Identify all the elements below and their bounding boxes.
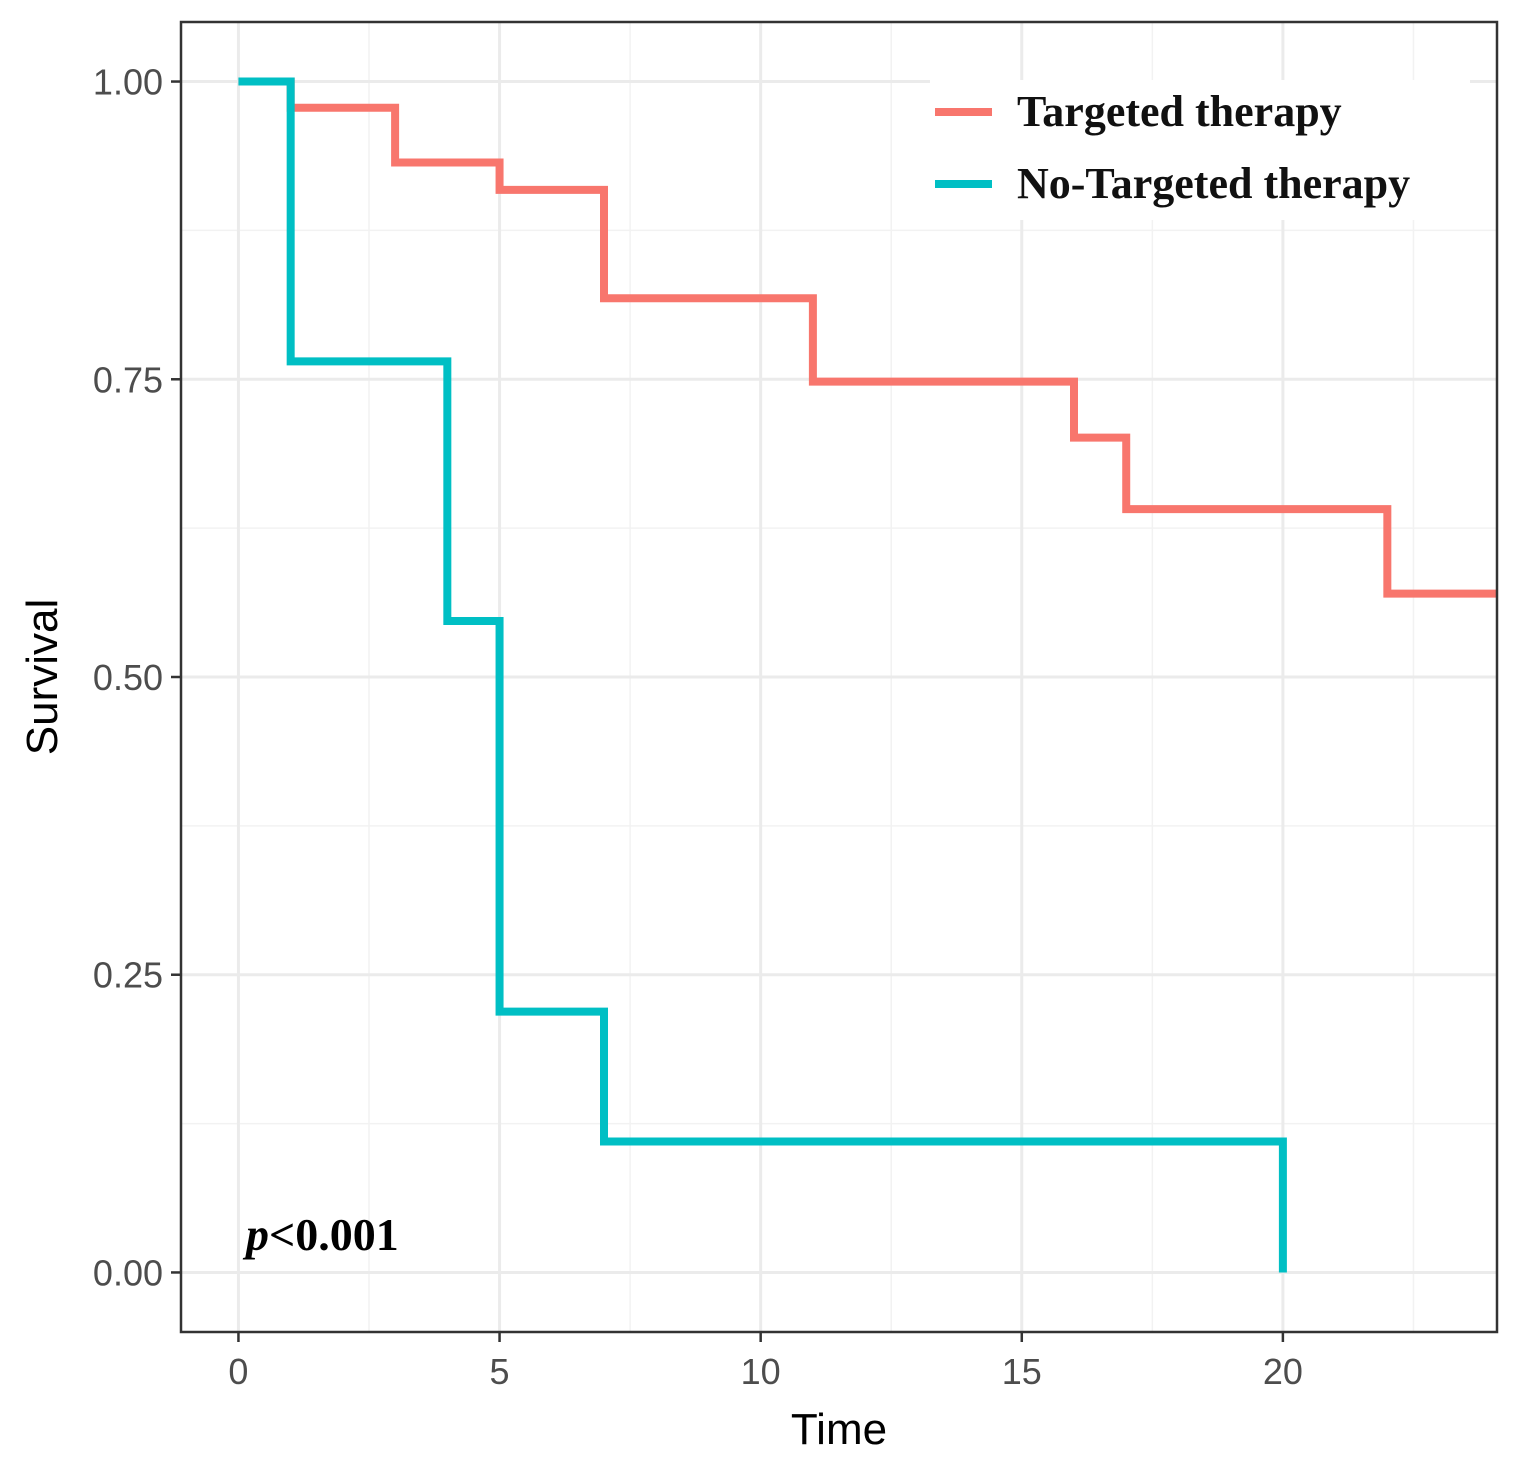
- y-tick-label: 0.50: [93, 657, 163, 698]
- series-line-1: [238, 77, 1497, 598]
- legend: Targeted therapy No-Targeted therapy: [935, 87, 1410, 208]
- x-tick-label: 0: [228, 1351, 248, 1392]
- x-tick-label: 15: [1002, 1351, 1042, 1392]
- y-tick-label: 1.00: [93, 62, 163, 103]
- y-tick-label: 0.75: [93, 359, 163, 400]
- y-axis-ticks: 0.00 0.25 0.50 0.75 1.00: [93, 62, 181, 1293]
- x-axis-ticks: 0 5 10 15 20: [228, 1332, 1303, 1392]
- y-tick-label: 0.00: [93, 1252, 163, 1293]
- legend-label-1: Targeted therapy: [1017, 87, 1342, 136]
- p-value-annotation: p<0.001: [242, 1209, 399, 1260]
- p-value-symbol: p: [242, 1209, 269, 1260]
- x-tick-label: 20: [1263, 1351, 1303, 1392]
- x-axis-title: Time: [791, 1405, 887, 1454]
- series-line-2: [238, 77, 1287, 1273]
- x-tick-label: 5: [490, 1351, 510, 1392]
- x-tick-label: 10: [741, 1351, 781, 1392]
- series-layer: [238, 77, 1497, 1273]
- p-value-text: <0.001: [269, 1209, 399, 1260]
- legend-label-2: No-Targeted therapy: [1017, 159, 1410, 208]
- legend-background: [930, 80, 1470, 220]
- y-axis-title: Survival: [18, 599, 67, 756]
- y-tick-label: 0.25: [93, 955, 163, 996]
